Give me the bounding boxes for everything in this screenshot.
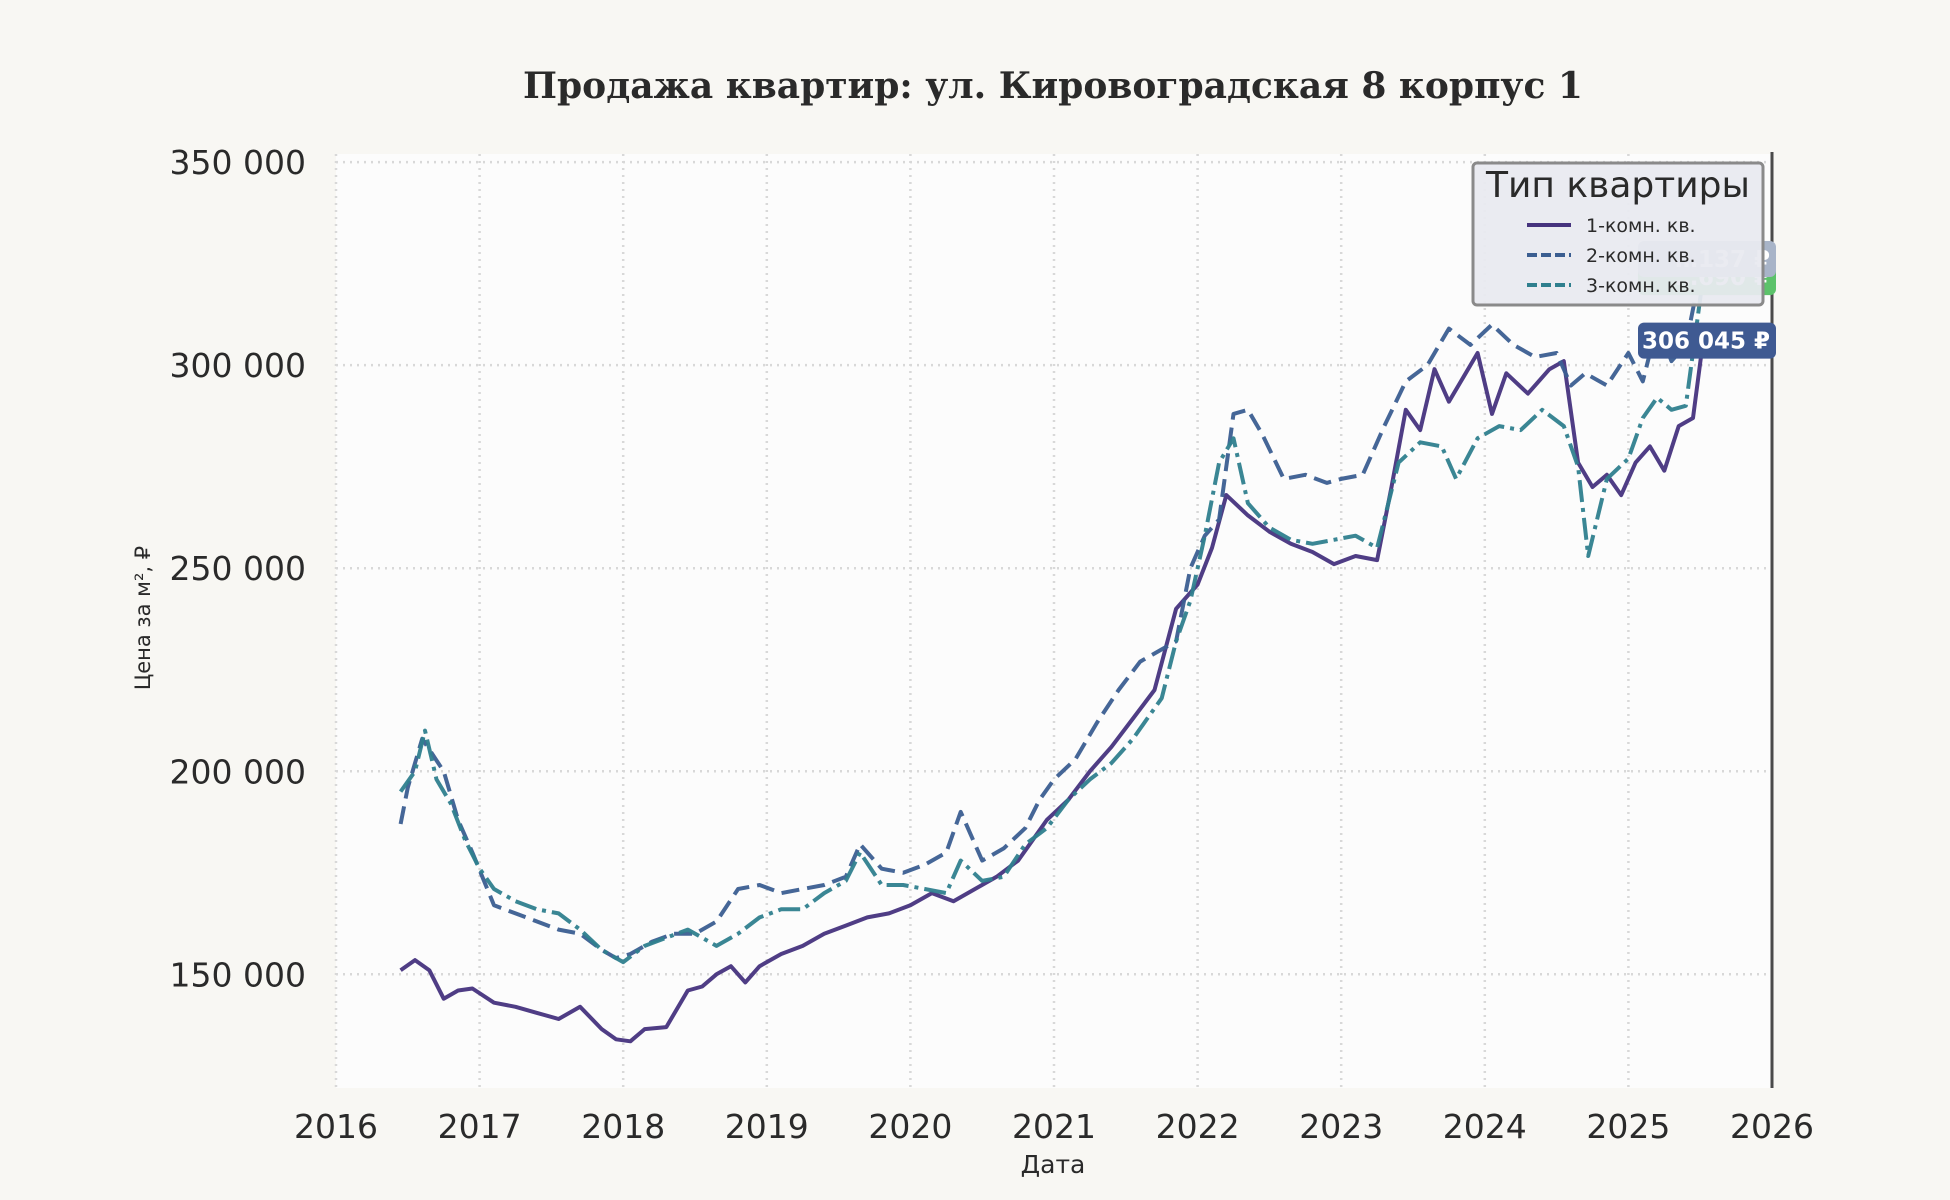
legend-title: Тип квартиры <box>1485 165 1750 206</box>
series-line-3 <box>398 276 1706 965</box>
x-tick-label: 2023 <box>1299 1107 1383 1146</box>
end-value-label: 306 045 ₽ <box>1638 322 1776 359</box>
x-tick-label: 2026 <box>1730 1107 1814 1146</box>
legend: Тип квартиры 1-комн. кв. 2-комн. кв. 3-комн… <box>1471 161 1765 307</box>
x-tick-label: 2020 <box>868 1107 952 1146</box>
plot-area: 2016 2017 2018 2019 2020 2021 2022 2023 2024 2025… <box>170 143 1814 1146</box>
x-tick-label: 2018 <box>581 1107 665 1146</box>
chart-title: Продажа квартир: ул. Кировоградская 8 ко… <box>523 65 1583 107</box>
y-tick-label: 200 000 <box>170 752 306 791</box>
x-tick-label: 2016 <box>294 1107 378 1146</box>
legend-box <box>1471 161 1765 307</box>
y-tick-label: 300 000 <box>170 346 306 385</box>
x-tick-label: 2022 <box>1156 1107 1240 1146</box>
x-tick-label: 2021 <box>1012 1107 1096 1146</box>
x-tick-label: 2017 <box>438 1107 522 1146</box>
x-tick-label: 2024 <box>1443 1107 1527 1146</box>
series-line-1 <box>399 340 1706 1044</box>
series-line-2 <box>398 258 1706 961</box>
legend-label: 1-комн. кв. <box>1586 215 1696 237</box>
legend-label: 3-комн. кв. <box>1586 275 1696 297</box>
x-axis-label: Дата <box>1021 1150 1086 1179</box>
y-tick-label: 150 000 <box>170 955 306 994</box>
end-value-badge <box>1638 322 1776 359</box>
y-axis-label: Цена за м², ₽ <box>131 546 155 690</box>
legend-label: 2-комн. кв. <box>1586 245 1696 267</box>
y-tick-label: 250 000 <box>170 549 306 588</box>
x-tick-label: 2025 <box>1586 1107 1670 1146</box>
end-value-text: 306 045 ₽ <box>1642 329 1770 355</box>
x-tick-label: 2019 <box>725 1107 809 1146</box>
y-tick-label: 350 000 <box>170 143 306 182</box>
